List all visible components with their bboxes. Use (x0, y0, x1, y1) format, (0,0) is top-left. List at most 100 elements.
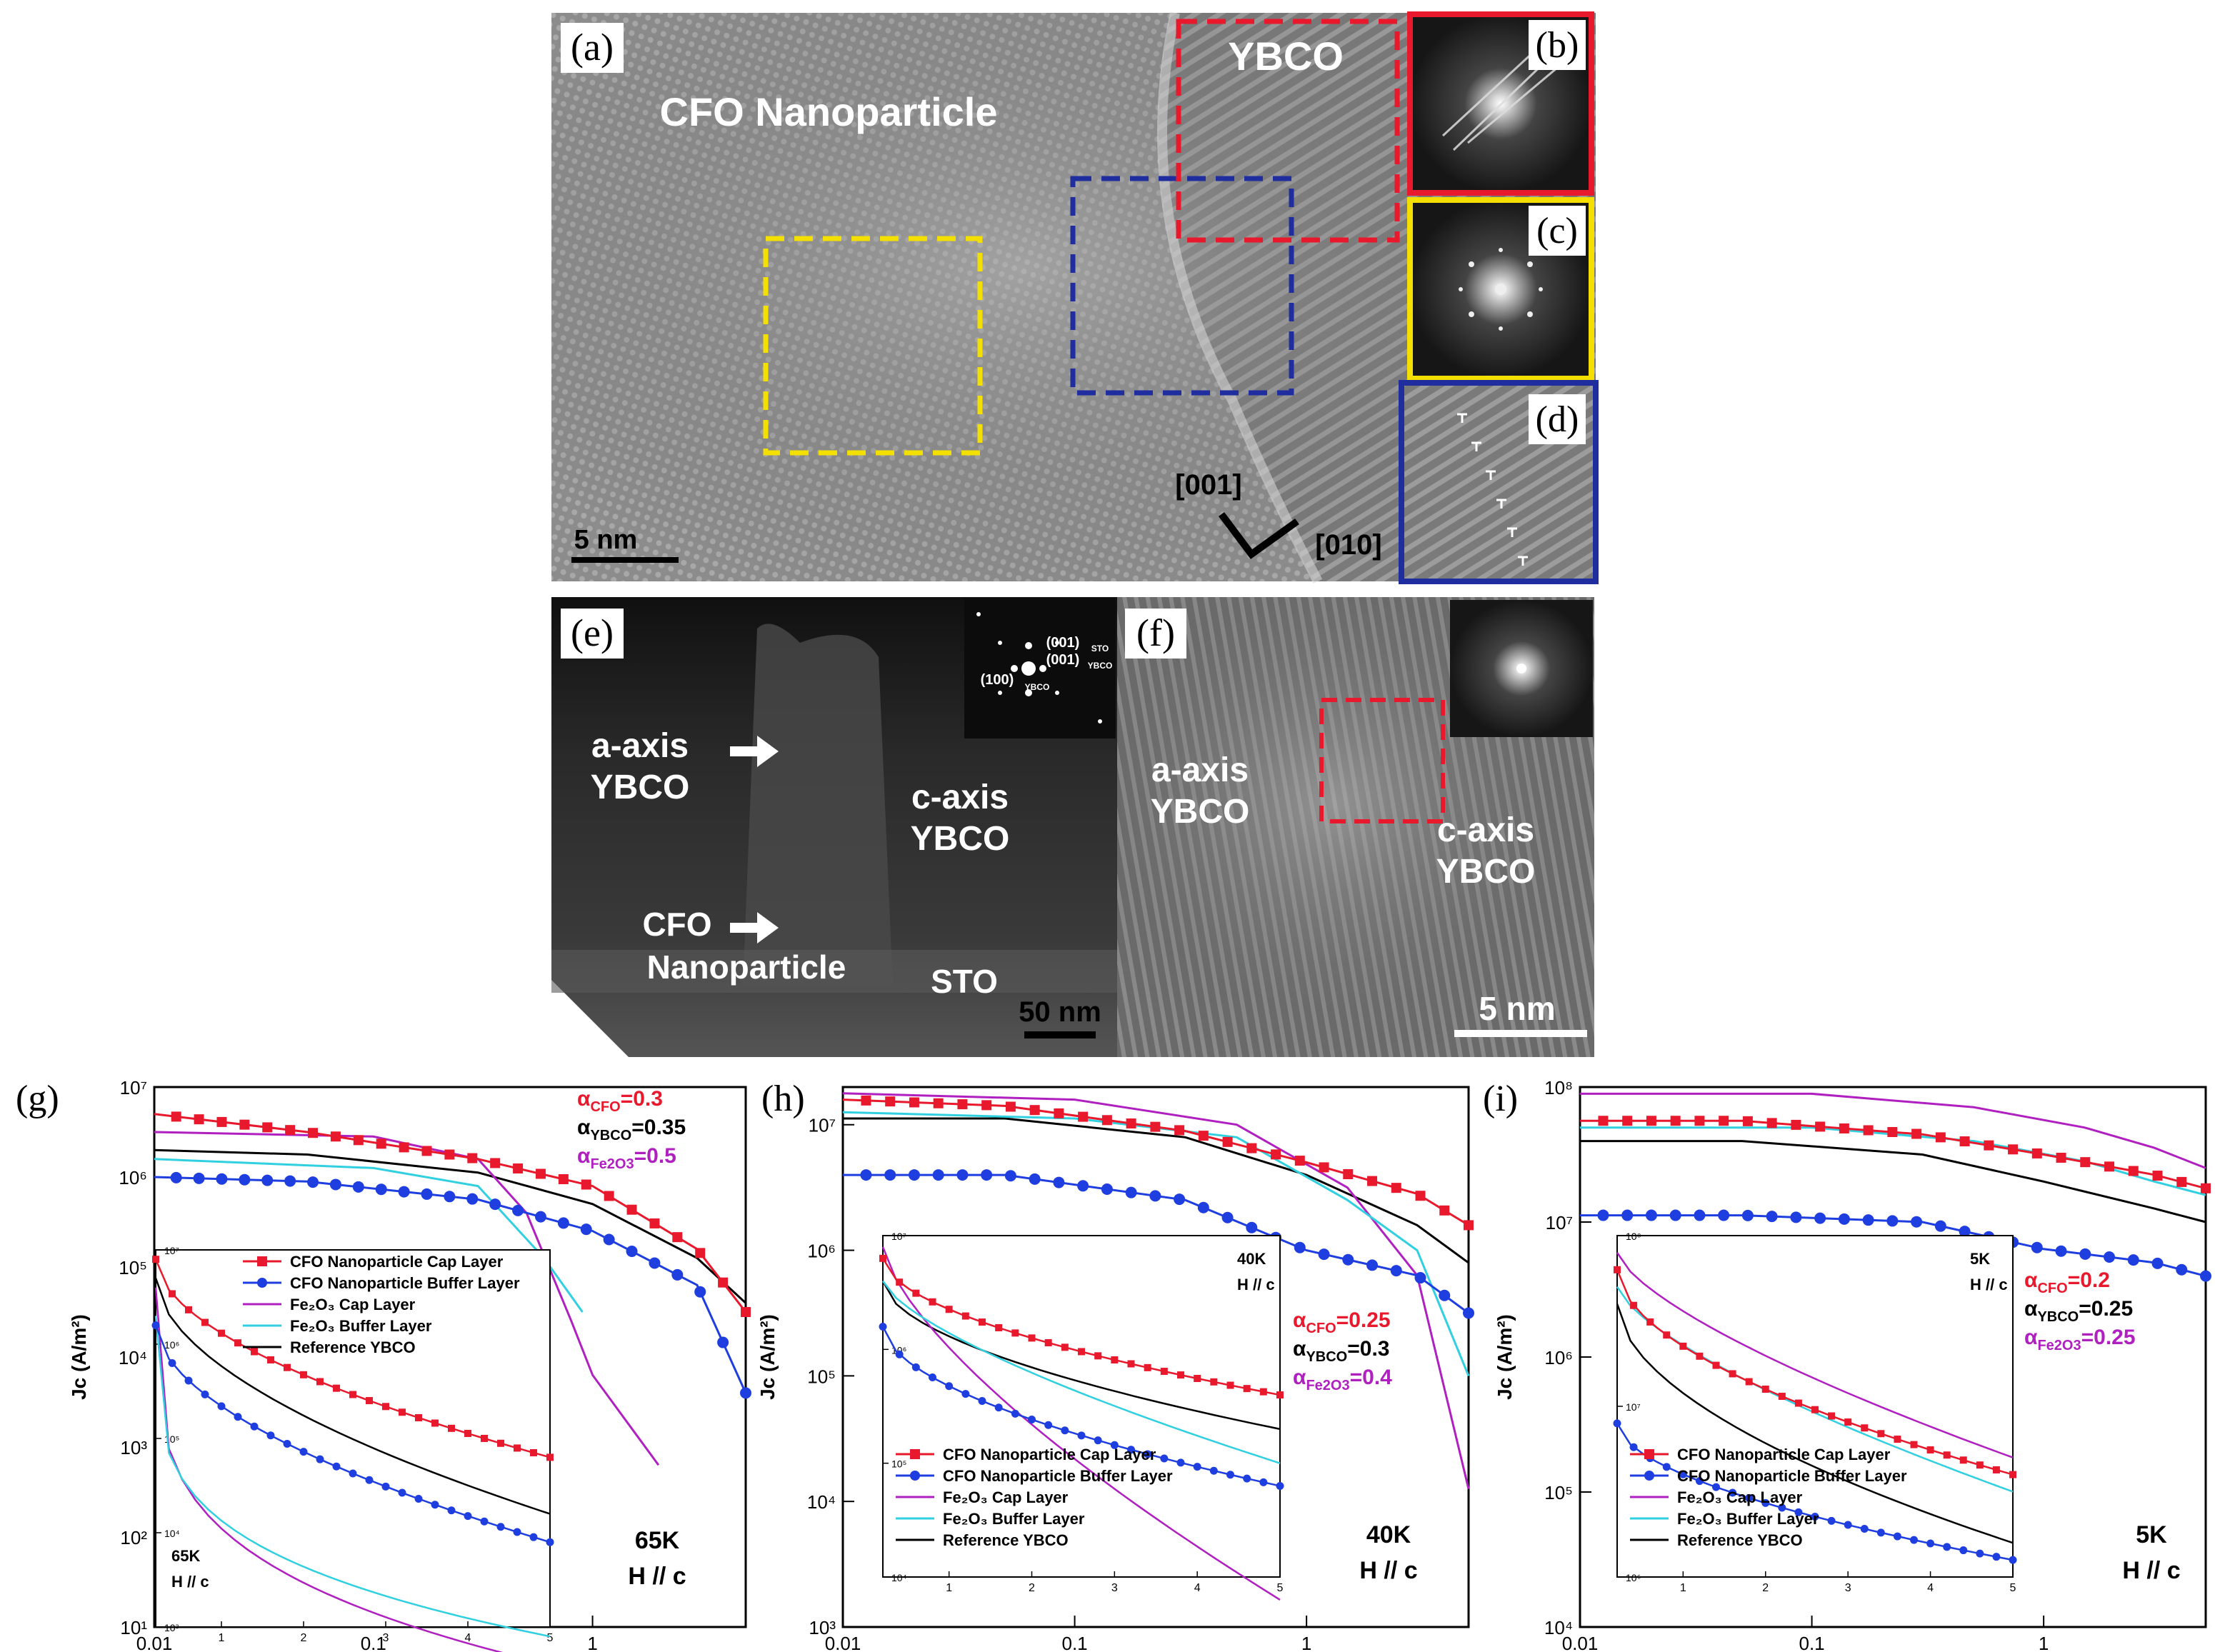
inset-marker-cfo-buffer (398, 1488, 406, 1497)
inset-x-tick-label: 3 (383, 1632, 389, 1644)
marker-cfo-cap (2152, 1171, 2163, 1181)
fft-c-spots (1459, 248, 1543, 331)
marker-cfo-buffer (932, 1169, 944, 1181)
plot-panel-label: (i) (1483, 1078, 1518, 1119)
marker-cfo-buffer (534, 1211, 546, 1223)
marker-cfo-cap (1887, 1127, 1898, 1138)
inset-marker-cfo-cap (879, 1254, 886, 1262)
inset-marker-cfo-cap (546, 1453, 554, 1461)
y-tick-label: 10⁴ (807, 1491, 836, 1513)
saed-ybco-sub-2: YBCO (1025, 682, 1050, 692)
inset-marker-cfo-cap (1663, 1331, 1671, 1339)
inset-marker-cfo-buffer (1679, 1470, 1687, 1478)
marker-cfo-buffer (1790, 1211, 1802, 1223)
inset-y-tick-label: 10⁶ (1626, 1572, 1641, 1583)
marker-cfo-buffer (1149, 1190, 1161, 1202)
y-tick-label: 10⁶ (807, 1241, 836, 1262)
inset-marker-cfo-buffer (1061, 1426, 1069, 1435)
inset-x-tick-label: 3 (1111, 1582, 1118, 1594)
inset-marker-cfo-buffer (546, 1538, 554, 1546)
inset-x-tick-label: 4 (1194, 1582, 1201, 1594)
marker-cfo-cap (1271, 1149, 1281, 1160)
direction-010-label: [010] (1315, 529, 1381, 561)
x-tick-label: 0.1 (361, 1633, 386, 1652)
dislocation-markers (1457, 413, 1528, 566)
panel-a-label: (a) (571, 26, 614, 69)
inset-marker-cfo-cap (267, 1356, 274, 1363)
saed-100: (100) (981, 672, 1014, 688)
e-cfo-label-line2: Nanoparticle (647, 948, 846, 986)
alpha-cfo-label: αCFO=0.25 (1293, 1308, 1391, 1336)
y-tick-label: 10⁶ (1544, 1347, 1573, 1368)
inset-marker-cfo-buffer (1176, 1458, 1185, 1467)
inset-marker-cfo-cap (1630, 1301, 1638, 1309)
marker-cfo-cap (1694, 1116, 1705, 1126)
inset-marker-cfo-buffer (1193, 1463, 1201, 1471)
panel-e-label-bg (561, 609, 624, 659)
legend-entry: CFO Nanoparticle Buffer Layer (943, 1467, 1173, 1485)
y-tick-label: 10⁴ (119, 1347, 147, 1368)
marker-cfo-cap (1054, 1108, 1064, 1118)
marker-cfo-cap (1791, 1119, 1801, 1130)
e-cfo-label-line1: CFO (642, 906, 711, 943)
inset-marker-cfo-buffer (1127, 1446, 1135, 1454)
panel-f-label: (f) (1136, 611, 1175, 654)
inset-frame (882, 1235, 1281, 1578)
e-sto-label: STO (931, 963, 998, 1000)
marker-cfo-cap (308, 1128, 319, 1138)
scale-bar-a-label: 5 nm (574, 525, 638, 555)
panel-c: (c) (1407, 197, 1594, 381)
marker-cfo-buffer (580, 1223, 592, 1236)
inset-marker-cfo-cap (218, 1329, 225, 1337)
inset-marker-cfo-buffer (431, 1501, 439, 1509)
inset-marker-cfo-buffer (529, 1533, 538, 1541)
marker-cfo-cap (2104, 1161, 2115, 1172)
red-roi-box-f (1319, 698, 1445, 824)
marker-cfo-buffer (2151, 1257, 2164, 1269)
marker-cfo-cap (1935, 1132, 1946, 1143)
y-axis-label: Jc (A/m²) (1494, 1314, 1516, 1400)
inset-marker-cfo-buffer (911, 1363, 920, 1371)
legend-entry: Fe₂O₃ Buffer Layer (943, 1510, 1085, 1528)
marker-cfo-cap (2031, 1148, 2042, 1158)
marker-cfo-buffer (2104, 1251, 2116, 1263)
inset-y-tick-label: 10⁷ (1626, 1401, 1641, 1413)
field-direction-label: H // c (628, 1563, 686, 1590)
direction-001-label: [001] (1175, 469, 1241, 501)
marker-cfo-buffer (1694, 1209, 1706, 1221)
marker-cfo-cap (581, 1179, 591, 1190)
marker-cfo-buffer (284, 1175, 296, 1187)
alpha-ybco-label: αYBCO=0.25 (2024, 1297, 2133, 1325)
inset-marker-cfo-buffer (365, 1476, 374, 1484)
inset-marker-cfo-cap (431, 1419, 439, 1427)
inset-marker-cfo-buffer (332, 1462, 341, 1471)
inset-marker-cfo-buffer (895, 1350, 904, 1358)
e-a-axis-label-line2: YBCO (591, 769, 690, 806)
marker-cfo-cap (1005, 1101, 1016, 1112)
inset-marker-cfo-buffer (168, 1358, 176, 1367)
series-reference-ybco (154, 1148, 747, 1304)
y-tick-label: 10⁷ (120, 1077, 147, 1098)
marker-cfo-cap (885, 1096, 896, 1107)
marker-cfo-cap (1911, 1128, 1922, 1139)
panel-e: (e) a-axis YBCO c-axis YBCO CFO Nanopart… (551, 597, 1117, 1057)
marker-cfo-buffer (489, 1198, 501, 1211)
temperature-label: 65K (635, 1527, 680, 1554)
marker-cfo-cap (194, 1114, 204, 1125)
inset-y-tick-label: 10⁷ (891, 1231, 906, 1242)
legend-marker-square (257, 1256, 267, 1266)
series-cfo-cap (154, 1113, 747, 1313)
scale-bar-e (1024, 1031, 1096, 1038)
inset-marker-cfo-buffer (1811, 1512, 1819, 1521)
inset-marker-cfo-cap (1276, 1391, 1284, 1399)
panel-d-label-bg (1529, 394, 1586, 444)
marker-cfo-cap (1126, 1118, 1136, 1128)
marker-cfo-cap (216, 1116, 227, 1127)
inset-marker-cfo-cap (1811, 1406, 1819, 1413)
marker-cfo-buffer (1597, 1209, 1609, 1221)
marker-cfo-cap (933, 1098, 944, 1108)
inset-marker-cfo-buffer (1011, 1409, 1019, 1418)
inset-marker-cfo-buffer (1876, 1528, 1885, 1537)
inset-marker-cfo-cap (316, 1378, 324, 1386)
marker-cfo-buffer (1959, 1226, 1971, 1238)
